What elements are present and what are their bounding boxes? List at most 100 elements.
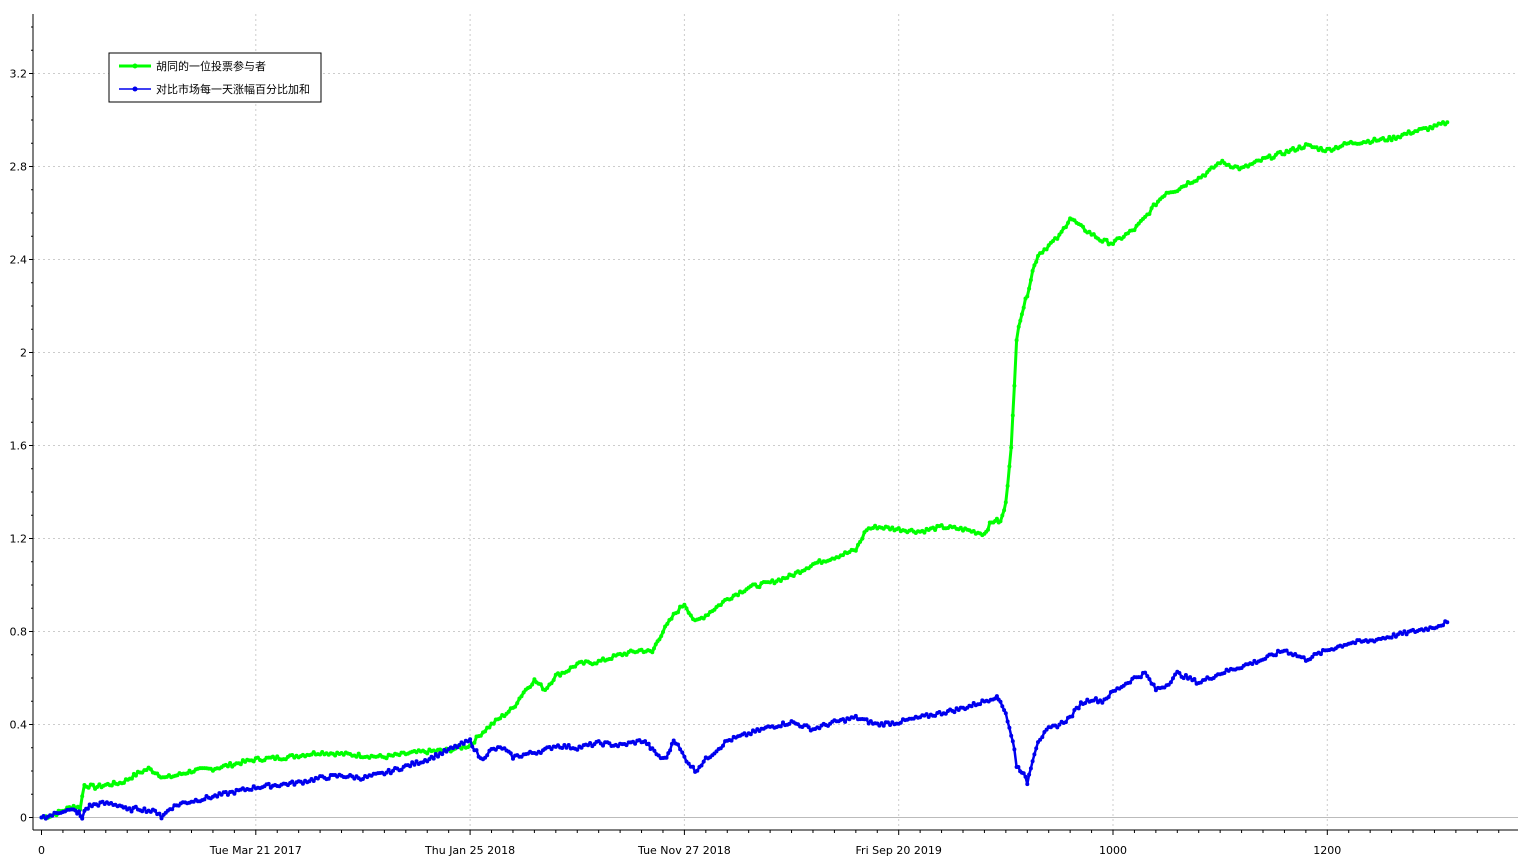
data-point [695,768,700,773]
data-point [549,681,554,686]
data-point [1441,623,1445,628]
data-point [391,768,395,773]
y-tick-label: 1.6 [10,440,28,453]
data-point [787,721,792,726]
data-point [129,809,134,814]
data-point [659,634,664,639]
data-point [1426,128,1430,133]
data-point [148,767,153,772]
data-point [609,657,614,661]
data-point [1162,193,1167,198]
data-point [1132,228,1137,233]
data-point [1389,635,1394,640]
data-point [566,668,571,673]
data-point [1188,675,1193,680]
data-point [1291,146,1295,150]
series-green [39,120,1450,820]
data-point [1055,725,1060,730]
data-point [1023,774,1028,779]
data-point [998,519,1003,524]
data-point [952,710,957,715]
data-point [943,711,948,716]
data-point [1385,138,1390,143]
data-point [1057,722,1062,727]
data-point [1055,236,1060,241]
data-point [1136,221,1141,226]
data-point [1010,739,1015,744]
data-point [129,776,134,781]
data-point [1426,628,1430,632]
data-point [440,752,445,757]
data-point [669,741,674,746]
data-point [225,792,230,797]
data-point [90,782,95,787]
data-point [1036,253,1040,258]
data-point [1151,682,1156,687]
y-tick-label: 0 [20,812,27,825]
data-point [1263,656,1268,661]
data-point [624,652,629,657]
data-point [868,719,873,724]
data-point [491,721,496,726]
data-point [668,748,673,753]
data-point [97,782,102,787]
data-point [487,725,492,730]
data-point [1271,155,1276,160]
data-point [431,756,436,761]
data-point [1007,464,1012,469]
data-point [1301,145,1306,150]
x-tick-label: 0 [38,844,45,857]
data-point [461,741,466,746]
series-blue [39,619,1450,821]
data-point [601,743,605,748]
data-point [817,558,822,563]
data-point [858,539,863,544]
data-point [228,761,233,765]
data-point [1353,641,1358,646]
data-point [898,720,903,725]
data-point [75,804,80,809]
data-point [969,704,974,709]
data-point [841,553,845,558]
data-point [273,757,278,762]
data-point [1183,673,1188,677]
data-point [538,751,543,755]
data-point [1091,232,1096,237]
data-point [753,729,758,734]
data-point [1027,286,1032,291]
data-point [1222,671,1227,675]
data-point [1070,714,1075,719]
data-point [459,746,464,751]
axes: 0 0.4 0.8 1.2 1.6 2 2.4 2.8 3.2 0 Tue Mar 21 2017 T… [10,14,1518,857]
data-point [748,732,753,737]
data-point [573,664,578,669]
data-point [933,713,938,718]
data-point [1028,278,1033,282]
data-point [1034,746,1039,751]
data-point [1404,632,1409,637]
y-tick-label: 0.4 [10,719,28,732]
data-point [140,809,145,814]
data-point [1027,772,1032,777]
data-point [896,526,901,531]
data-point [721,743,725,748]
data-point [356,751,361,756]
data-point [1010,413,1015,418]
data-point [1028,766,1033,771]
data-point [85,806,90,811]
data-point [1040,250,1045,255]
data-point [1012,747,1017,752]
data-point [1149,206,1154,211]
data-point [1087,229,1092,234]
data-point [661,630,665,634]
y-tick-label: 2.4 [10,254,28,267]
y-tick-label: 1.2 [10,533,28,546]
data-point [994,694,999,699]
data-point [412,762,417,767]
data-point [1310,654,1315,659]
data-point [223,790,228,794]
data-point [1063,225,1068,230]
data-point [757,585,762,590]
data-point [1147,212,1152,216]
data-point [1021,305,1026,310]
